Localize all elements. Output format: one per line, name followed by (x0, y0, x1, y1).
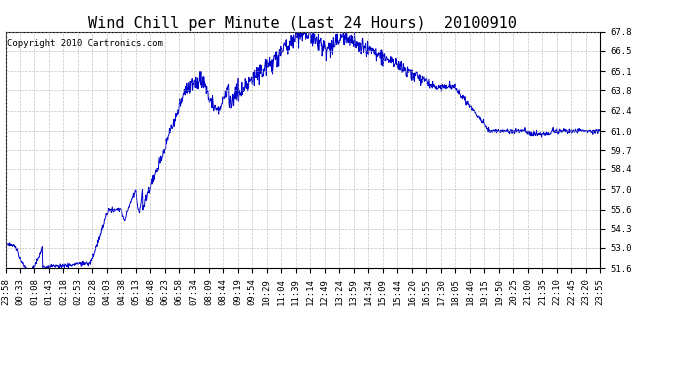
Text: Copyright 2010 Cartronics.com: Copyright 2010 Cartronics.com (7, 39, 163, 48)
Title: Wind Chill per Minute (Last 24 Hours)  20100910: Wind Chill per Minute (Last 24 Hours) 20… (88, 16, 518, 31)
